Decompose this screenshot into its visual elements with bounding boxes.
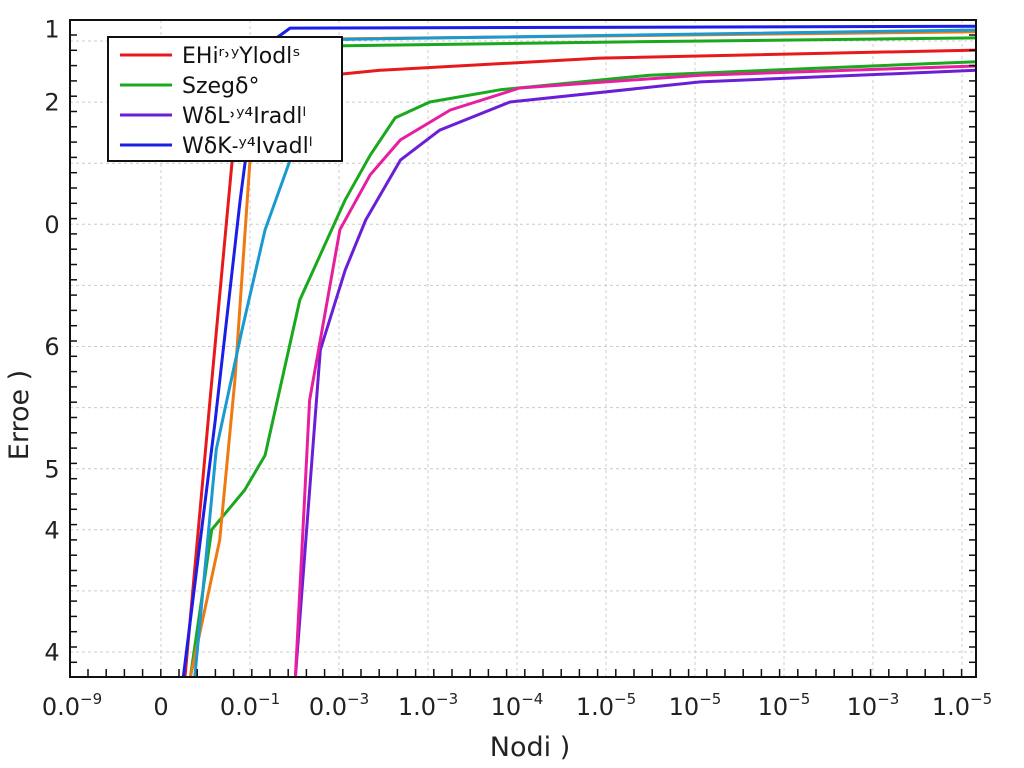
y-tick-label: 1 bbox=[44, 15, 59, 43]
grid bbox=[70, 20, 976, 677]
y-tick-label: 5 bbox=[44, 455, 59, 483]
x-tick-label: 1.0−5 bbox=[576, 690, 636, 721]
y-tick-label: 4 bbox=[44, 639, 59, 667]
legend-label: EHiʳ˒ʸYlodlˢ bbox=[182, 44, 301, 69]
legend-box bbox=[107, 36, 343, 162]
x-tick-label: 10−3 bbox=[847, 690, 900, 721]
x-tick-label: 0.0−3 bbox=[309, 690, 369, 721]
x-tick-label: 10−5 bbox=[758, 690, 811, 721]
y-tick-label: 0 bbox=[44, 211, 59, 239]
y-tick-label: 4 bbox=[44, 516, 59, 544]
x-tick-label: 0.0−9 bbox=[42, 690, 102, 721]
legend-label: Szegδ° bbox=[182, 74, 259, 99]
y-tick-labels: 4 4 5 6 0 2 1 bbox=[44, 15, 59, 666]
y-tick-label: 6 bbox=[44, 333, 59, 361]
legend-label: WδL˒ʸ⁴Iradlˡ bbox=[182, 104, 306, 129]
y-axis-label: Erroe ) bbox=[4, 370, 35, 460]
minor-ticks bbox=[70, 34, 976, 677]
series-line-2 bbox=[293, 68, 977, 678]
legend: EHiʳ˒ʸYlodlˢ Szegδ° WδL˒ʸ⁴Iradlˡ WδK˗ʸ⁴Ivad… bbox=[107, 36, 343, 162]
legend-label: WδK˗ʸ⁴Ivadlˡ bbox=[182, 134, 312, 159]
series-line-7 bbox=[293, 64, 977, 678]
x-tick-label: 0 bbox=[153, 693, 168, 721]
plot-frame bbox=[69, 19, 977, 678]
x-tick-label: 1.0−3 bbox=[398, 690, 458, 721]
y-tick-label: 2 bbox=[44, 89, 59, 117]
x-tick-label: 0.0−1 bbox=[220, 690, 280, 721]
x-tick-labels: 0.0−9 0 0.0−1 0.0−3 1.0−3 10−4 1.0−5 10−5 10−5 10… bbox=[42, 690, 992, 721]
series-line-6 bbox=[249, 36, 977, 49]
x-tick-label: 10−5 bbox=[669, 690, 722, 721]
x-tick-label: 10−4 bbox=[491, 690, 544, 721]
x-axis-label: Nodi ) bbox=[490, 732, 570, 763]
x-tick-label: 1.0−5 bbox=[932, 690, 992, 721]
